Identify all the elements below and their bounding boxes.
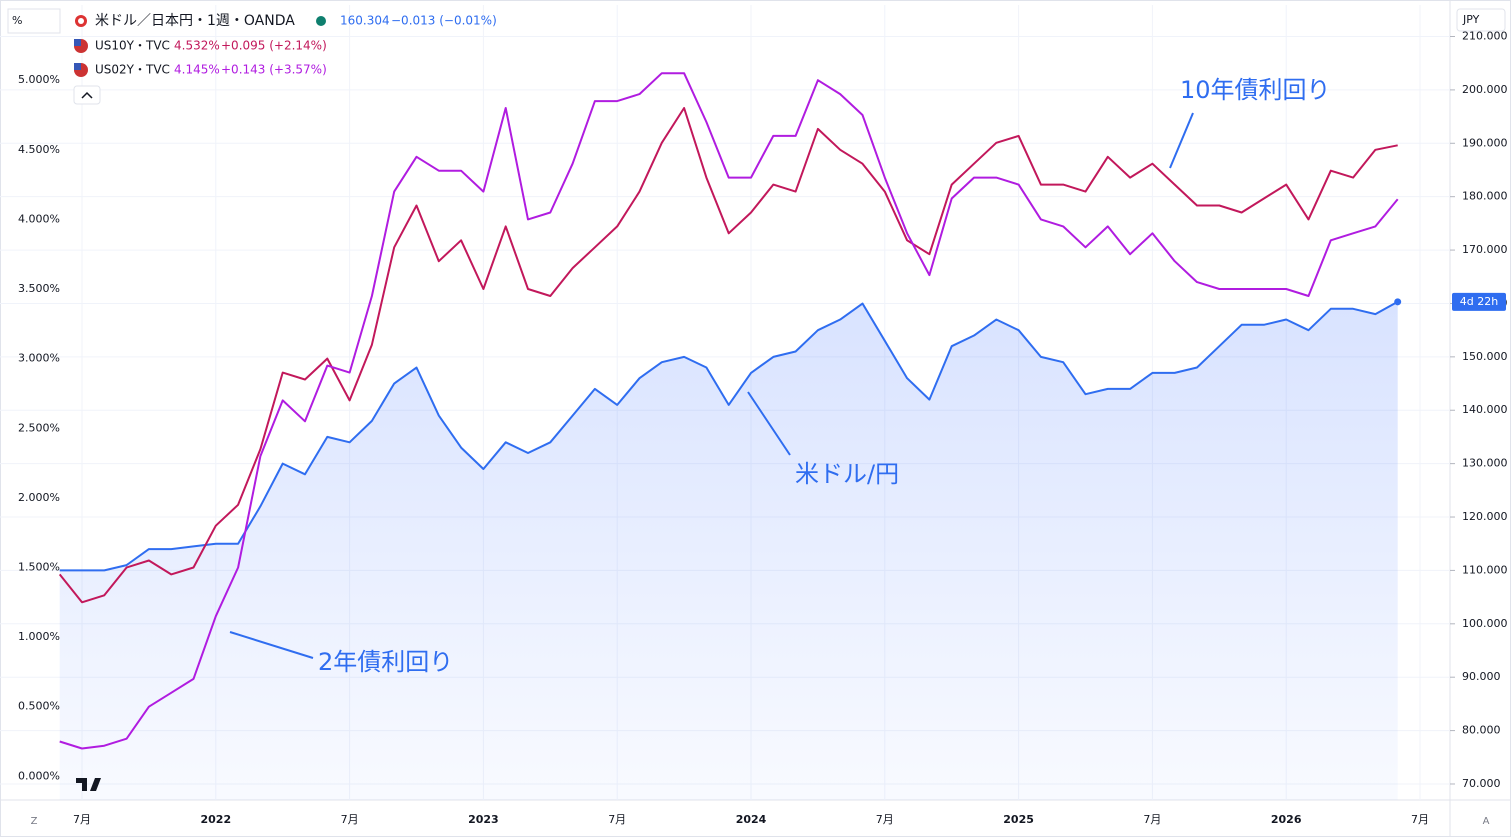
legend-name[interactable]: 米ドル／日本円・1週・OANDA: [95, 13, 295, 29]
legend-name[interactable]: US10Y・TVC: [95, 39, 170, 53]
area: [59, 301, 1398, 800]
x-tick-label: 2023: [468, 813, 499, 826]
line: [59, 300, 1399, 572]
price-label: [1452, 292, 1506, 311]
logo: [76, 778, 101, 791]
collapse-icon: [81, 91, 93, 99]
annotation-leader: [1169, 112, 1194, 169]
y-tick-label: 0.000%: [18, 769, 60, 782]
annotation: 10年債利回り: [1180, 76, 1331, 104]
y-tick-label: 2.000%: [18, 491, 60, 504]
y-tick-label: 0.500%: [18, 700, 60, 713]
annotation-leader: [229, 631, 314, 659]
x-tick-label: 7月: [73, 813, 91, 826]
y2-tick-label: 90.000: [1462, 670, 1501, 683]
x-tick-label: 7月: [1411, 813, 1429, 826]
y-tick-label: 1.000%: [18, 630, 60, 643]
x-tick-label: 7月: [341, 813, 359, 826]
last-point: [1394, 298, 1402, 306]
x-tick-label: 7月: [876, 813, 894, 826]
y-tick-label: 1.500%: [18, 560, 60, 573]
y2-tick-label: 170.000: [1462, 243, 1508, 256]
x-tick-label: 2026: [1271, 813, 1302, 826]
annotation: 2年債利回り: [318, 648, 453, 676]
legend-change: −0.013 (−0.01%): [391, 14, 497, 28]
y2-tick-label: 70.000: [1462, 777, 1501, 790]
y2-tick-label: 130.000: [1462, 457, 1508, 470]
y2-tick-label: 180.000: [1462, 190, 1508, 203]
currency-box[interactable]: [1456, 8, 1506, 32]
y-tick-label: 2.500%: [18, 421, 60, 434]
y-tick-label: 5.000%: [18, 73, 60, 86]
legend-value: 4.532%: [174, 39, 220, 53]
y2-tick-label: 120.000: [1462, 510, 1508, 523]
x-tick-label: 7月: [1143, 813, 1161, 826]
y2-tick-label: 150.000: [1462, 350, 1508, 363]
x-tick-label: 2024: [736, 813, 767, 826]
y2-tick-label: 110.000: [1462, 563, 1508, 576]
y-tick-label: 4.000%: [18, 212, 60, 225]
legend: 米ドル／日本円・1週・OANDA 160.304 −0.013 (−0.01%)…: [73, 13, 497, 105]
flag-icon: [74, 39, 81, 46]
y2-tick-label: 140.000: [1462, 403, 1508, 416]
axes: 0.000% 0.500% 1.000% 1.500% 2.000% 2.500% 3.00…: [18, 30, 1508, 826]
x-tick-label: 2025: [1003, 813, 1034, 826]
legend-change: +0.143 (+3.57%): [221, 63, 327, 77]
line: [58, 107, 1398, 604]
legend-value: 160.304: [340, 14, 390, 28]
scale-label: %: [12, 14, 22, 27]
legend-value: 4.145%: [174, 63, 220, 77]
annotation-leader: [747, 391, 791, 456]
annotation: 米ドル/円: [795, 460, 899, 488]
flag-icon: [78, 18, 84, 24]
y-tick-label: 4.500%: [18, 143, 60, 156]
y2-tick-label: 210.000: [1462, 30, 1508, 43]
y2-tick-label: 100.000: [1462, 617, 1508, 630]
status-dot: [316, 16, 326, 26]
legend-name[interactable]: US02Y・TVC: [95, 63, 170, 77]
countdown-label: 4d 22h: [1460, 295, 1498, 308]
x-tick-label: 7月: [608, 813, 626, 826]
legend-change: +0.095 (+2.14%): [221, 39, 327, 53]
y2-tick-label: 80.000: [1462, 724, 1501, 737]
axis-button[interactable]: A: [1483, 816, 1490, 827]
currency-label: JPY: [1462, 13, 1480, 26]
scale-box[interactable]: [7, 8, 61, 34]
y-tick-label: 3.500%: [18, 282, 60, 295]
y-tick-label: 3.000%: [18, 352, 60, 365]
y2-tick-label: 200.000: [1462, 83, 1508, 96]
axis-button[interactable]: Z: [31, 816, 38, 827]
x-tick-label: 2022: [200, 813, 231, 826]
flag-icon: [74, 63, 81, 70]
line: [59, 72, 1399, 750]
collapse-button[interactable]: [73, 85, 101, 105]
y2-tick-label: 190.000: [1462, 136, 1508, 149]
plot: [58, 72, 1402, 800]
